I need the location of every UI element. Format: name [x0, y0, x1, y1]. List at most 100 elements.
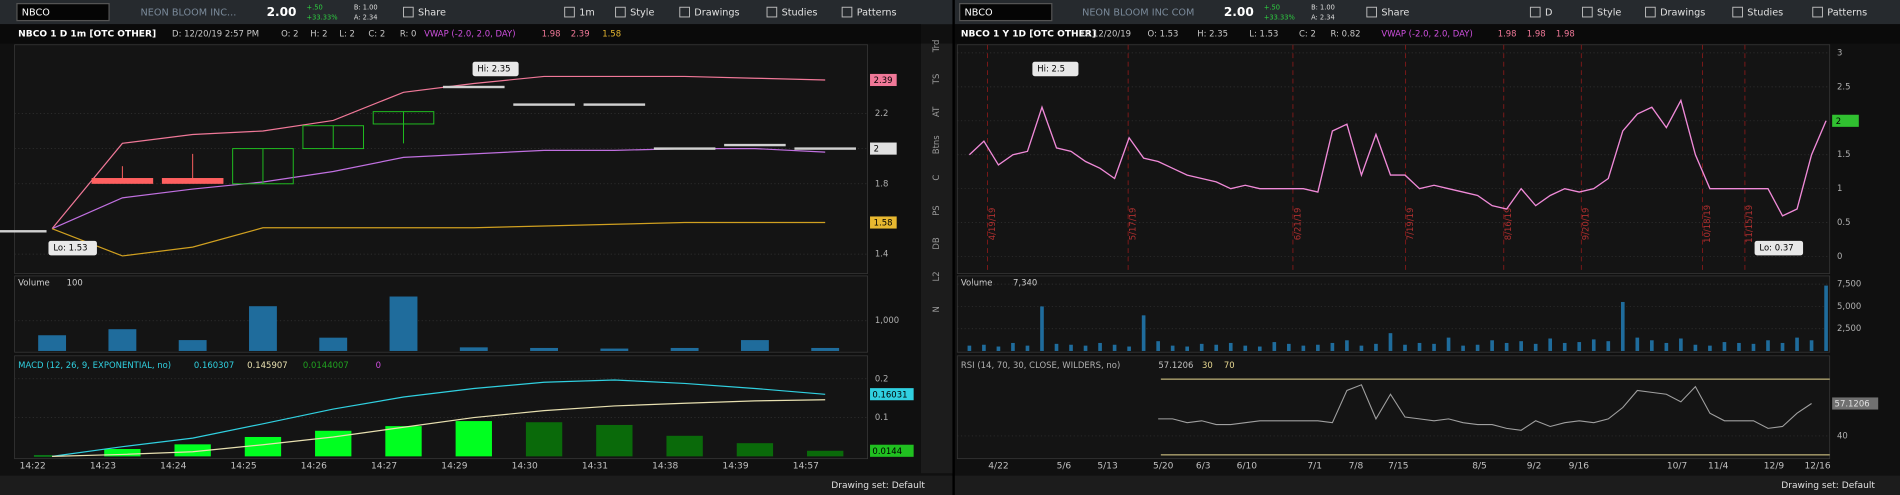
- toolbar-button[interactable]: Style: [1597, 8, 1621, 19]
- side-tab[interactable]: DB: [931, 237, 941, 250]
- toolbar-button[interactable]: Share: [418, 8, 446, 19]
- y-tick-label: 5,000: [1837, 301, 1861, 311]
- side-tab[interactable]: PS: [931, 205, 941, 215]
- y-tick-label: 1: [1837, 183, 1842, 193]
- side-tab[interactable]: Trd: [931, 40, 941, 54]
- toolbar-button[interactable]: Style: [630, 8, 654, 19]
- x-tick-label: 11/4: [1708, 461, 1729, 471]
- volume-label: Volume: [18, 278, 50, 288]
- histogram-bar: [174, 444, 211, 457]
- candle-body: [91, 178, 154, 184]
- side-tab[interactable]: L2: [931, 271, 941, 281]
- x-tick-label: 14:39: [722, 461, 748, 471]
- toolbar-button[interactable]: Studies: [1747, 8, 1783, 19]
- symbol[interactable]: NBCO: [965, 8, 993, 19]
- x-tick-label: 12/9: [1764, 461, 1785, 471]
- toolbar-button[interactable]: Drawings: [694, 8, 739, 19]
- candle-body: [443, 85, 505, 89]
- study-value: 1.98: [542, 28, 561, 38]
- price-marker: [1832, 114, 1859, 127]
- volume-bar: [1243, 345, 1248, 351]
- side-tab[interactable]: TS: [931, 74, 941, 86]
- volume-bar: [1301, 345, 1306, 351]
- volume-bar: [1446, 337, 1451, 351]
- volume-bar: [1272, 342, 1277, 351]
- volume-bar: [1562, 342, 1567, 351]
- button-icon: [841, 6, 853, 18]
- volume-bar: [670, 347, 699, 351]
- side-tab[interactable]: Btns: [931, 135, 941, 154]
- study-value: 2.39: [571, 28, 590, 38]
- toolbar-button[interactable]: Patterns: [857, 8, 897, 19]
- study-marker: [1832, 397, 1879, 410]
- volume-bar: [1141, 315, 1146, 351]
- study-line: [51, 75, 826, 230]
- price-marker-label: 1.58: [874, 218, 893, 228]
- volume-bar: [1533, 343, 1538, 351]
- volume-bar: [319, 337, 348, 351]
- volume-bar: [1461, 345, 1465, 351]
- button-icon: [403, 6, 414, 18]
- hi-box: [472, 61, 519, 77]
- button-icon: [766, 6, 778, 18]
- x-tick-label: 14:25: [230, 461, 256, 471]
- toolbar-button[interactable]: D: [1545, 8, 1552, 19]
- volume-bar: [1011, 342, 1015, 351]
- y-tick-label: 2.5: [1837, 81, 1850, 91]
- study-value: 0: [376, 360, 381, 370]
- volume-bar: [1766, 340, 1770, 351]
- study-line: [51, 221, 826, 257]
- y-tick-label: 1.8: [875, 178, 888, 188]
- toolbar-button[interactable]: Drawings: [1660, 8, 1705, 19]
- x-tick-label: 14:38: [652, 461, 678, 471]
- x-tick-label: 14:30: [512, 461, 538, 471]
- candle-body: [302, 125, 365, 150]
- histogram-bar: [244, 436, 282, 457]
- histogram-bar: [525, 422, 563, 457]
- y-tick-label: 0: [1837, 251, 1842, 261]
- company: NEON BLOOM INC COM: [1082, 8, 1194, 19]
- toolbar-button[interactable]: Patterns: [1827, 8, 1867, 19]
- x-tick-label: 9/2: [1527, 461, 1542, 471]
- study-marker: [870, 388, 914, 401]
- button-icon: [1812, 6, 1823, 18]
- price-panel: [956, 44, 1831, 274]
- volume-bar: [740, 340, 769, 351]
- period-label: 7/19/19: [1405, 208, 1415, 241]
- study-label: VWAP (-2.0, 2.0, DAY): [1381, 28, 1472, 38]
- lo-label: Lo: 0.37: [1759, 243, 1793, 253]
- toolbar-button[interactable]: 1m: [579, 8, 595, 19]
- symbol[interactable]: NBCO: [22, 8, 50, 19]
- volume-bar: [1330, 342, 1335, 351]
- drawing-set[interactable]: Drawing set: Default: [831, 481, 925, 491]
- drawing-set[interactable]: Drawing set: Default: [1781, 481, 1875, 491]
- candle-body: [372, 111, 435, 125]
- study-value: 57.1206: [1158, 360, 1193, 370]
- side-tab[interactable]: C: [931, 175, 941, 181]
- chart-title: NBCO 1 D 1m [OTC OTHER]: [18, 29, 156, 39]
- y-tick-label: 0.1: [875, 412, 888, 422]
- candle-body: [161, 178, 224, 184]
- button-icon: [1645, 6, 1656, 18]
- bid: B: 1.00: [1311, 3, 1335, 11]
- header-item: O: 1.53: [1148, 28, 1179, 38]
- candle-body: [0, 230, 47, 233]
- side-tab[interactable]: N: [931, 306, 941, 312]
- x-tick-label: 14:27: [371, 461, 397, 471]
- hi-label: Hi: 2.35: [477, 63, 510, 73]
- volume-bar: [1432, 343, 1436, 351]
- volume-panel: [14, 275, 868, 353]
- volume-bar: [1780, 342, 1785, 351]
- chart-header: [954, 24, 1900, 44]
- toolbar-button[interactable]: Share: [1381, 8, 1409, 19]
- toolbar-button[interactable]: Studies: [782, 8, 818, 19]
- side-tabs: [920, 43, 953, 474]
- volume-bar: [1708, 345, 1712, 351]
- study-value: 1.58: [602, 28, 621, 38]
- study-panel: [956, 355, 1831, 460]
- chart-title: NBCO 1 Y 1D [OTC OTHER]: [961, 29, 1096, 39]
- volume-bar: [459, 347, 488, 351]
- candle-body: [513, 103, 575, 106]
- side-tab[interactable]: AT: [931, 106, 941, 117]
